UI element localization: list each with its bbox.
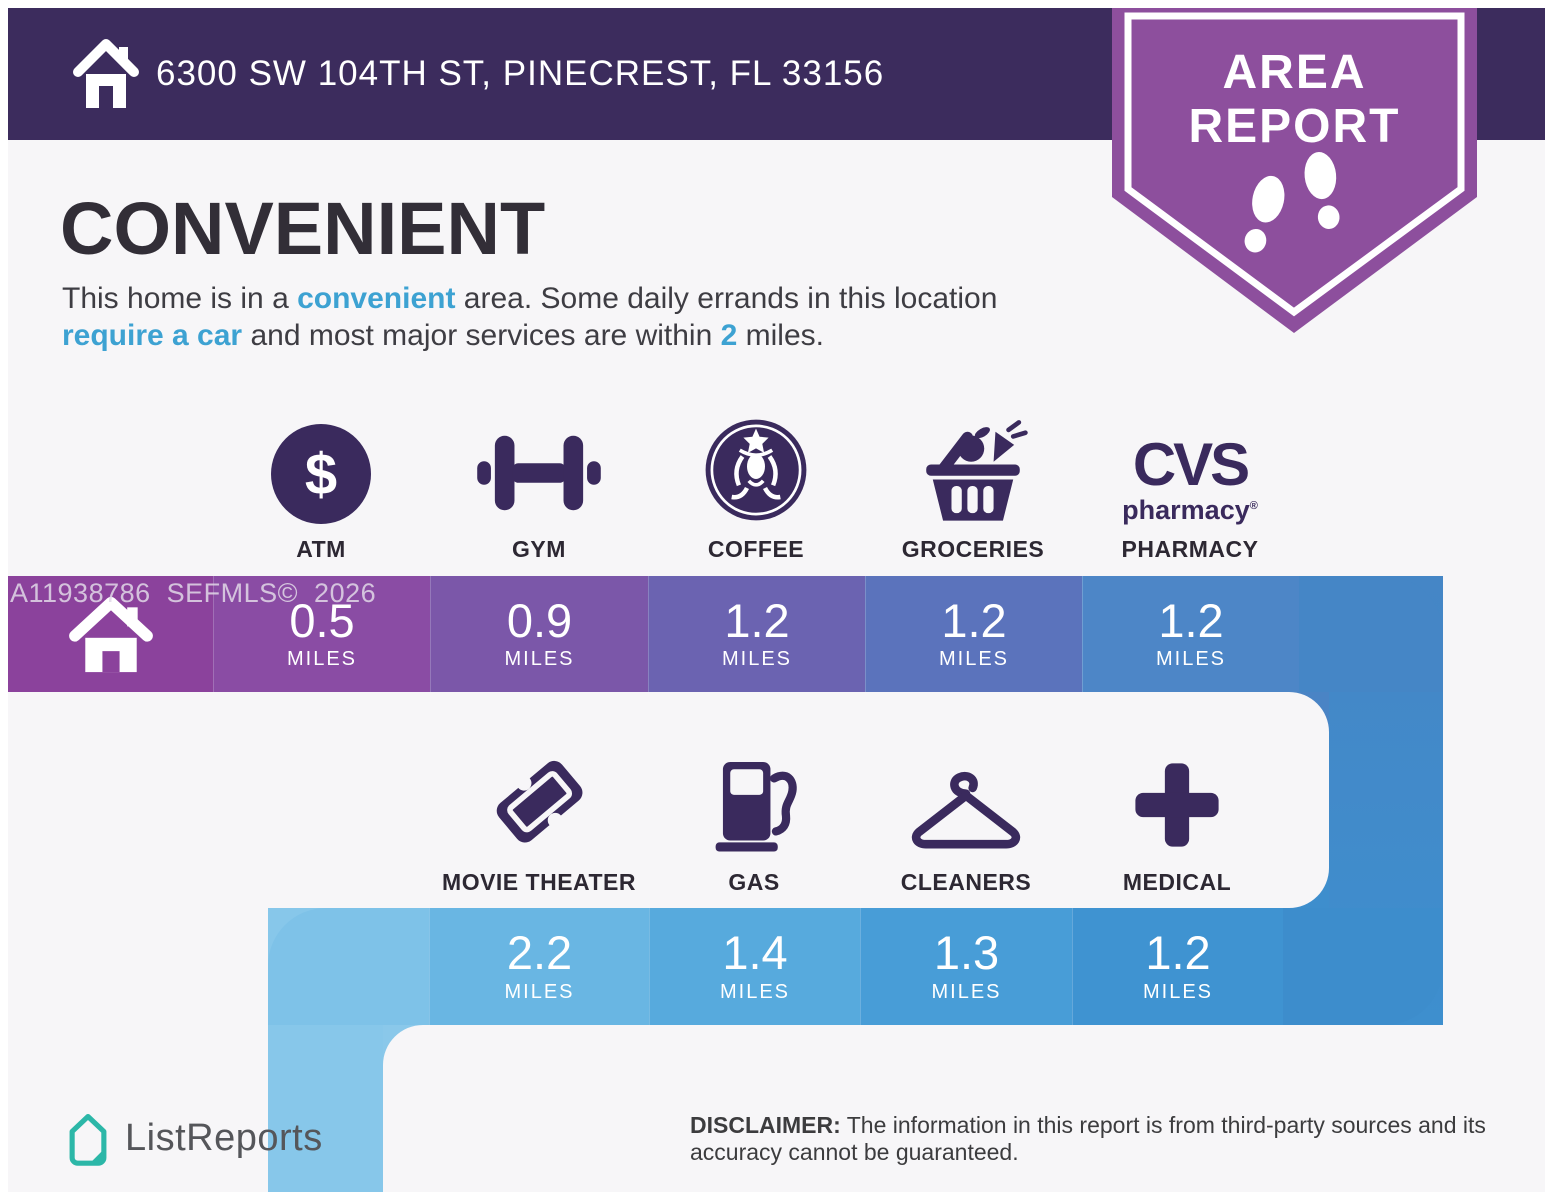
- distance-value: 2.2: [506, 926, 573, 980]
- amenity-gym: GYM: [424, 412, 654, 563]
- amenity-medical: MEDICAL: [1062, 745, 1292, 896]
- distance-cell-gas: 1.4 MILES: [649, 908, 860, 1025]
- summary-highlight-convenient: convenient: [297, 282, 456, 315]
- footprints-icon: [1244, 152, 1340, 253]
- distance-unit: MILES: [931, 980, 1002, 1003]
- distance-cell-coffee: 1.2 MILES: [648, 576, 865, 692]
- movie-ticket-icon: [496, 760, 583, 843]
- registered-mark: ®: [1249, 500, 1258, 512]
- distance-unit: MILES: [504, 980, 575, 1003]
- amenity-label-movie-theater: MOVIE THEATER: [442, 869, 636, 895]
- distance-value: 0.9: [506, 593, 573, 647]
- page-title: CONVENIENT: [60, 187, 546, 270]
- cvs-wordmark: CVS: [1132, 431, 1250, 498]
- amenity-label-gas: GAS: [728, 869, 780, 895]
- amenity-gas: GAS: [639, 745, 869, 896]
- amenity-label-gym: GYM: [512, 536, 566, 562]
- distance-cell-groceries: 1.2 MILES: [865, 576, 1082, 692]
- route-turn-bottom-left: [268, 908, 429, 1025]
- cvs-pharmacy-text: pharmacy: [1122, 495, 1250, 525]
- distance-cell-cleaners: 1.3 MILES: [860, 908, 1072, 1025]
- distance-cell-movie-theater: 2.2 MILES: [429, 908, 649, 1025]
- distance-unit: MILES: [721, 648, 793, 671]
- disclaimer-text: DISCLAIMER: The information in this repo…: [690, 1112, 1490, 1166]
- property-address: 6300 SW 104TH ST, PINECREST, FL 33156: [156, 54, 885, 93]
- badge-line1: AREA: [1222, 46, 1367, 99]
- listreports-wordmark: ListReports: [125, 1116, 323, 1159]
- distance-value: 1.2: [1145, 926, 1211, 980]
- summary-text: This home is in a convenient area. Some …: [62, 280, 1102, 354]
- distance-unit: MILES: [719, 980, 791, 1003]
- amenity-label-coffee: COFFEE: [707, 536, 805, 562]
- amenity-label-medical: MEDICAL: [1122, 869, 1232, 895]
- amenity-pharmacy: CVS pharmacy® PHARMACY: [1075, 412, 1305, 563]
- distance-unit: MILES: [1142, 980, 1214, 1003]
- amenity-label-atm: ATM: [296, 536, 346, 562]
- summary-seg2: area. Some daily errands in this locatio…: [455, 282, 998, 315]
- route-turn-top-right: [1299, 576, 1443, 692]
- atm-icon: $: [271, 424, 371, 524]
- mls-watermark: A11938786 SEFMLS© 2026: [10, 578, 377, 608]
- distance-value: 1.2: [941, 593, 1007, 647]
- cvs-pharmacy-logo: CVS pharmacy®: [1122, 435, 1258, 524]
- distance-cell-pharmacy: 1.2 MILES: [1082, 576, 1299, 692]
- area-report-badge: AREA REPORT: [1112, 8, 1477, 333]
- distance-unit: MILES: [504, 648, 575, 671]
- distance-value: 1.3: [933, 926, 1000, 980]
- distance-cell-gym: 0.9 MILES: [430, 576, 648, 692]
- route-cell-home: [8, 576, 213, 692]
- badge-text: AREA REPORT: [1112, 46, 1477, 154]
- route-inner-cutout-right: [8, 692, 1329, 908]
- disclaimer-body: The information in this report is from t…: [690, 1112, 1486, 1165]
- distance-cell-medical: 1.2 MILES: [1072, 908, 1283, 1025]
- home-icon: [73, 39, 139, 108]
- amenity-atm: $ ATM: [206, 412, 436, 563]
- distance-value: 1.4: [722, 926, 788, 980]
- route-inner-cutout-left: [383, 1025, 1545, 1192]
- dollar-symbol: $: [304, 441, 338, 507]
- summary-seg3: and most major services are within: [242, 319, 721, 352]
- distance-unit: MILES: [938, 648, 1010, 671]
- hanger-icon: [911, 771, 1021, 849]
- summary-highlight-car: require a car: [62, 319, 243, 352]
- badge-line2: REPORT: [1188, 100, 1401, 153]
- distance-unit: MILES: [286, 648, 358, 671]
- gas-pump-icon: [715, 761, 797, 852]
- amenity-label-groceries: GROCERIES: [901, 536, 1045, 562]
- distance-value: 0.5: [289, 593, 355, 647]
- pennant-shape: [1112, 8, 1477, 333]
- amenity-label-cleaners: CLEANERS: [900, 869, 1032, 895]
- distance-value: 1.2: [724, 593, 790, 647]
- summary-seg4: miles.: [737, 319, 824, 352]
- summary-highlight-miles: 2: [720, 319, 738, 352]
- summary-seg1: This home is in a: [62, 282, 298, 315]
- route-turn-bottom-right: [1283, 908, 1443, 1025]
- distance-cell-atm: 0.5 MILES: [213, 576, 430, 692]
- medical-cross-icon: [1135, 763, 1219, 847]
- starbucks-coffee-icon: [705, 419, 807, 521]
- amenity-label-pharmacy: PHARMACY: [1121, 536, 1259, 562]
- distance-value: 1.2: [1158, 593, 1224, 647]
- disclaimer-label: DISCLAIMER:: [690, 1112, 841, 1138]
- amenity-coffee: COFFEE: [641, 412, 871, 563]
- home-start-icon: [68, 596, 153, 673]
- dumbbell-icon: [477, 435, 601, 511]
- amenity-cleaners: CLEANERS: [851, 745, 1081, 896]
- amenity-movie-theater: MOVIE THEATER: [424, 745, 654, 896]
- distance-unit: MILES: [1155, 648, 1227, 671]
- listreports-brand: ListReports: [63, 1110, 323, 1166]
- listreports-logo-icon: [69, 1113, 107, 1166]
- amenity-groceries: GROCERIES: [858, 412, 1088, 563]
- grocery-basket-icon: [926, 420, 1028, 521]
- page-background: 6300 SW 104TH ST, PINECREST, FL 33156 AR…: [8, 8, 1545, 1192]
